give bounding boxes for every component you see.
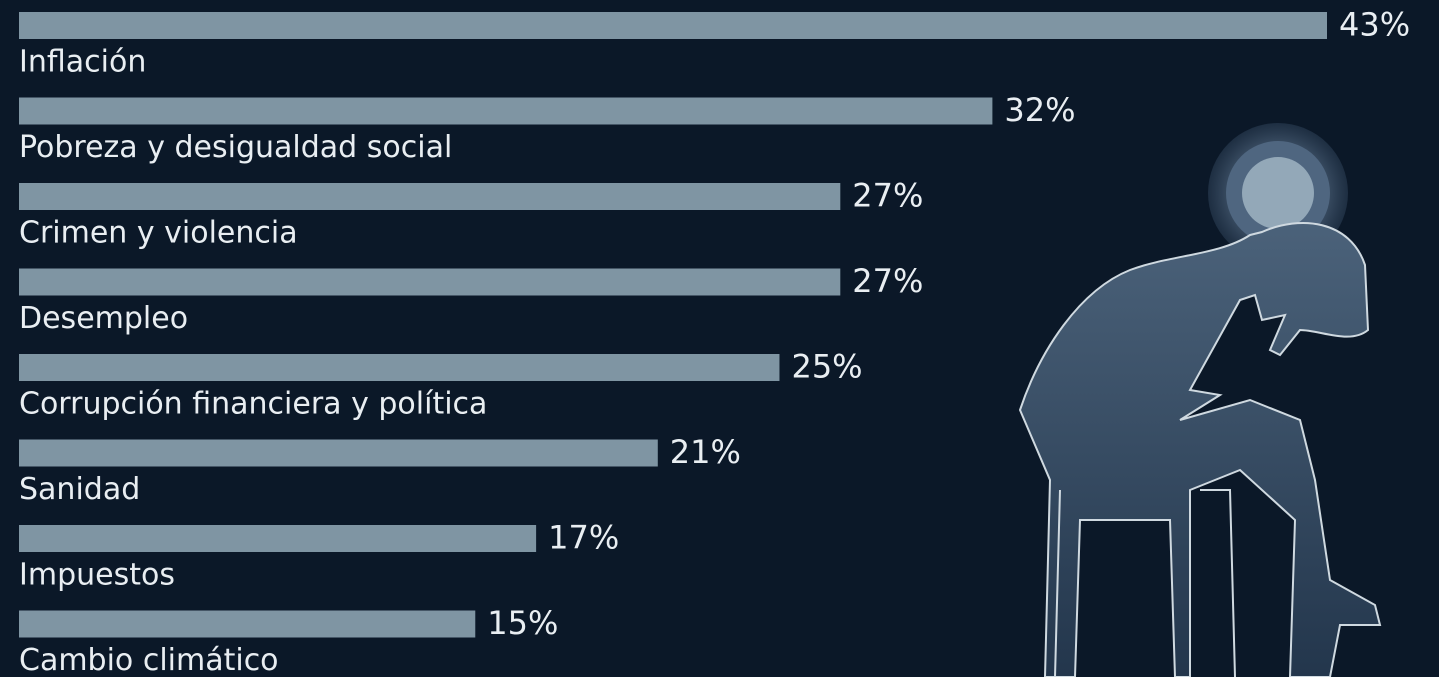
head — [1242, 157, 1314, 229]
value-label: 15% — [487, 604, 558, 642]
value-label: 21% — [670, 433, 741, 471]
value-label: 32% — [1004, 91, 1075, 129]
bar — [19, 268, 841, 296]
bar — [19, 525, 537, 552]
category-label: Sanidad — [19, 472, 140, 507]
category-label: Inflación — [19, 45, 146, 80]
category-label: Desempleo — [19, 301, 188, 336]
illustration — [1018, 123, 1382, 677]
bar — [19, 610, 476, 638]
category-label: Impuestos — [19, 558, 175, 593]
bar — [19, 12, 1327, 39]
bar — [19, 183, 841, 210]
category-label: Cambio climático — [19, 643, 279, 677]
value-label: 25% — [791, 348, 862, 386]
stool — [1054, 489, 1236, 677]
value-label: 27% — [852, 177, 923, 215]
figure — [1018, 222, 1382, 677]
value-label: 17% — [548, 519, 619, 557]
category-label: Corrupción financiera y política — [19, 387, 487, 422]
category-label: Pobreza y desigualdad social — [19, 130, 452, 165]
value-label: 27% — [852, 262, 923, 300]
bar — [19, 354, 780, 381]
bar — [19, 439, 658, 467]
value-label: 43% — [1339, 6, 1410, 44]
category-label: Crimen y violencia — [19, 216, 298, 251]
bar — [19, 97, 993, 125]
